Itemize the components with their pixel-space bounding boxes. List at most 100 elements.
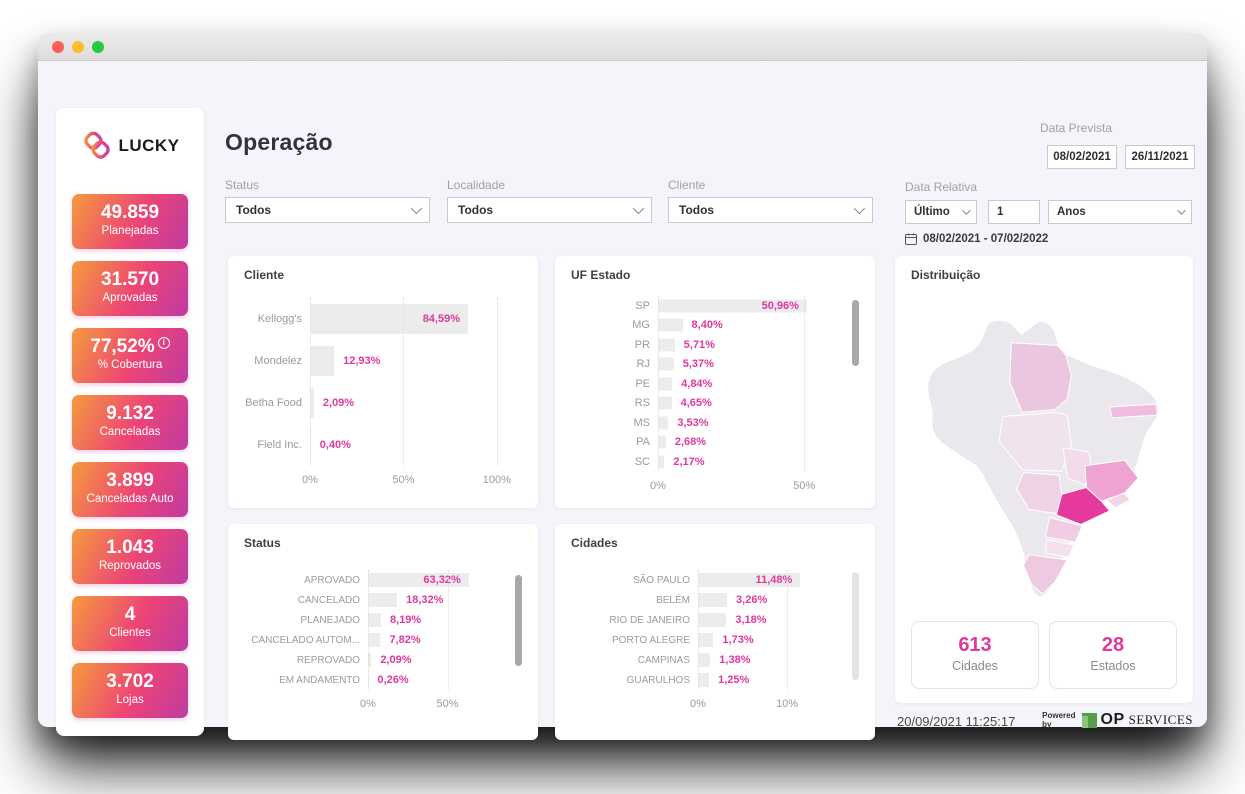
bar-value-label: 18,32% bbox=[406, 594, 444, 606]
bar-category-label: BELÉM bbox=[656, 594, 690, 606]
filter-label-status: Status bbox=[225, 178, 260, 192]
chart-row: SC 2,17% bbox=[571, 452, 845, 472]
data-relativa-unit-select[interactable]: Anos bbox=[1048, 200, 1192, 224]
bar[interactable] bbox=[310, 430, 311, 460]
bar[interactable] bbox=[658, 435, 666, 449]
bar[interactable] bbox=[658, 396, 672, 410]
bar[interactable] bbox=[658, 357, 674, 371]
bar[interactable] bbox=[310, 304, 468, 334]
filter-select-localidade[interactable]: Todos bbox=[447, 197, 652, 223]
chart-scrollbar[interactable] bbox=[852, 296, 859, 472]
bar[interactable] bbox=[310, 388, 314, 418]
bar[interactable] bbox=[698, 653, 711, 667]
filter-value: Todos bbox=[458, 203, 494, 217]
data-relativa-amount-input[interactable]: 1 bbox=[988, 200, 1040, 224]
bar[interactable] bbox=[698, 573, 801, 587]
filter-value: Todos bbox=[236, 203, 272, 217]
data-relativa-unit-value: Anos bbox=[1057, 206, 1086, 218]
map-state-sp bbox=[1055, 486, 1111, 526]
kpi-card[interactable]: 1.043 Reprovados bbox=[72, 529, 188, 584]
chart-row: CANCELADO AUTOM... 7,82% bbox=[244, 630, 508, 650]
chart-card-cidades: Cidades SÃO PAULO 11,48% BELÉM 3,26% RIO DE … bbox=[555, 524, 875, 740]
bar-value-label: 0,26% bbox=[377, 674, 409, 686]
kpi-value: 9.132 bbox=[106, 403, 154, 424]
kpi-card[interactable]: 9.132 Canceladas bbox=[72, 395, 188, 450]
chart-scrollbar-thumb[interactable] bbox=[515, 574, 522, 666]
map-card-distribuicao: Distribuição 613 Cidades 28 bbox=[895, 256, 1193, 703]
bar[interactable] bbox=[698, 673, 710, 687]
filter-select-status[interactable]: Todos bbox=[225, 197, 430, 223]
close-window-button[interactable] bbox=[52, 41, 64, 53]
kpi-card[interactable]: 49.859 Planejadas bbox=[72, 194, 188, 249]
kpi-label: % Cobertura bbox=[97, 359, 163, 371]
chart-rows: Kellogg's 84,59% Mondelez 12,93% Betha Food 2… bbox=[244, 298, 508, 466]
chart-row: REPROVADO 2,09% bbox=[244, 650, 508, 670]
chart-row: Kellogg's 84,59% bbox=[244, 298, 508, 340]
bar[interactable] bbox=[698, 633, 714, 647]
bar-plot-area: 1,25% bbox=[698, 670, 845, 690]
kpi-card[interactable]: 3.899 Canceladas Auto bbox=[72, 462, 188, 517]
bar-plot-area: 50,96% bbox=[658, 296, 845, 316]
bar[interactable] bbox=[658, 416, 669, 430]
brazil-choropleth-map[interactable] bbox=[921, 314, 1167, 601]
kpi-card[interactable]: 4 Clientes bbox=[72, 596, 188, 651]
chart-row: PORTO ALEGRE 1,73% bbox=[571, 630, 845, 650]
zoom-window-button[interactable] bbox=[92, 41, 104, 53]
bar[interactable] bbox=[658, 455, 665, 469]
data-prevista-start-input[interactable]: 08/02/2021 bbox=[1047, 145, 1117, 169]
data-prevista-end-input[interactable]: 26/11/2021 bbox=[1125, 145, 1195, 169]
bar[interactable] bbox=[698, 613, 727, 627]
minimize-window-button[interactable] bbox=[72, 41, 84, 53]
chart-row: SÃO PAULO 11,48% bbox=[571, 570, 845, 590]
chart-scrollbar-thumb[interactable] bbox=[852, 299, 859, 367]
bar-value-label: 50,96% bbox=[761, 299, 799, 312]
bar[interactable] bbox=[310, 346, 335, 376]
kpi-card[interactable]: 77,52% i% Cobertura bbox=[72, 328, 188, 383]
bar[interactable] bbox=[368, 573, 469, 587]
bar[interactable] bbox=[658, 377, 673, 391]
x-axis-tick: 0% bbox=[360, 698, 376, 710]
data-relativa-amount-value: 1 bbox=[997, 206, 1004, 218]
chart-row: APROVADO 63,32% bbox=[244, 570, 508, 590]
bar[interactable] bbox=[658, 338, 675, 352]
bar[interactable] bbox=[368, 633, 381, 647]
x-axis-tick: 0% bbox=[302, 474, 318, 486]
bar-value-label: 2,09% bbox=[380, 654, 412, 666]
bar-plot-area: 2,09% bbox=[368, 650, 508, 670]
kpi-card[interactable]: 31.570 Aprovadas bbox=[72, 261, 188, 316]
bar-value-label: 11,48% bbox=[755, 574, 793, 586]
stat-card-estados: 28 Estados bbox=[1049, 621, 1177, 689]
stat-value: 613 bbox=[958, 634, 992, 656]
data-relativa-mode-select[interactable]: Último bbox=[905, 200, 977, 224]
bar-category-label: RS bbox=[634, 397, 650, 410]
bar-value-label: 8,40% bbox=[691, 319, 723, 332]
window-titlebar[interactable] bbox=[38, 33, 1207, 61]
chart-row: RJ 5,37% bbox=[571, 355, 845, 375]
bar-plot-area: 7,82% bbox=[368, 630, 508, 650]
chart-scrollbar-thumb[interactable] bbox=[852, 572, 859, 681]
bar[interactable] bbox=[368, 613, 382, 627]
bar[interactable] bbox=[698, 593, 728, 607]
page-title: Operação bbox=[225, 129, 333, 155]
bar-category-label: PR bbox=[634, 338, 650, 351]
bar[interactable] bbox=[658, 318, 683, 332]
chart-row: MG 8,40% bbox=[571, 316, 845, 336]
kpi-value: 3.702 bbox=[106, 671, 154, 692]
bar[interactable] bbox=[368, 653, 372, 667]
chart-scrollbar[interactable] bbox=[515, 570, 522, 690]
bar-plot-area: 1,38% bbox=[698, 650, 845, 670]
filter-select-cliente[interactable]: Todos bbox=[668, 197, 873, 223]
bar[interactable] bbox=[368, 593, 398, 607]
data-relativa-label: Data Relativa bbox=[905, 180, 978, 194]
chart-row: Mondelez 12,93% bbox=[244, 340, 508, 382]
bar-plot-area: 4,65% bbox=[658, 394, 845, 414]
chart-row: Field Inc. 0,40% bbox=[244, 424, 508, 466]
chart-scrollbar[interactable] bbox=[852, 570, 859, 690]
kpi-card[interactable]: 3.702 Lojas bbox=[72, 663, 188, 718]
chart-cliente: Kellogg's 84,59% Mondelez 12,93% Betha Food 2… bbox=[244, 292, 522, 498]
kpi-value: 3.899 bbox=[106, 470, 154, 491]
bar[interactable] bbox=[658, 299, 807, 313]
kpi-list: 49.859 Planejadas 31.570 Aprovadas 77,52% i% … bbox=[72, 194, 188, 730]
stat-value: 28 bbox=[1101, 634, 1125, 656]
info-icon[interactable]: i bbox=[157, 336, 170, 349]
